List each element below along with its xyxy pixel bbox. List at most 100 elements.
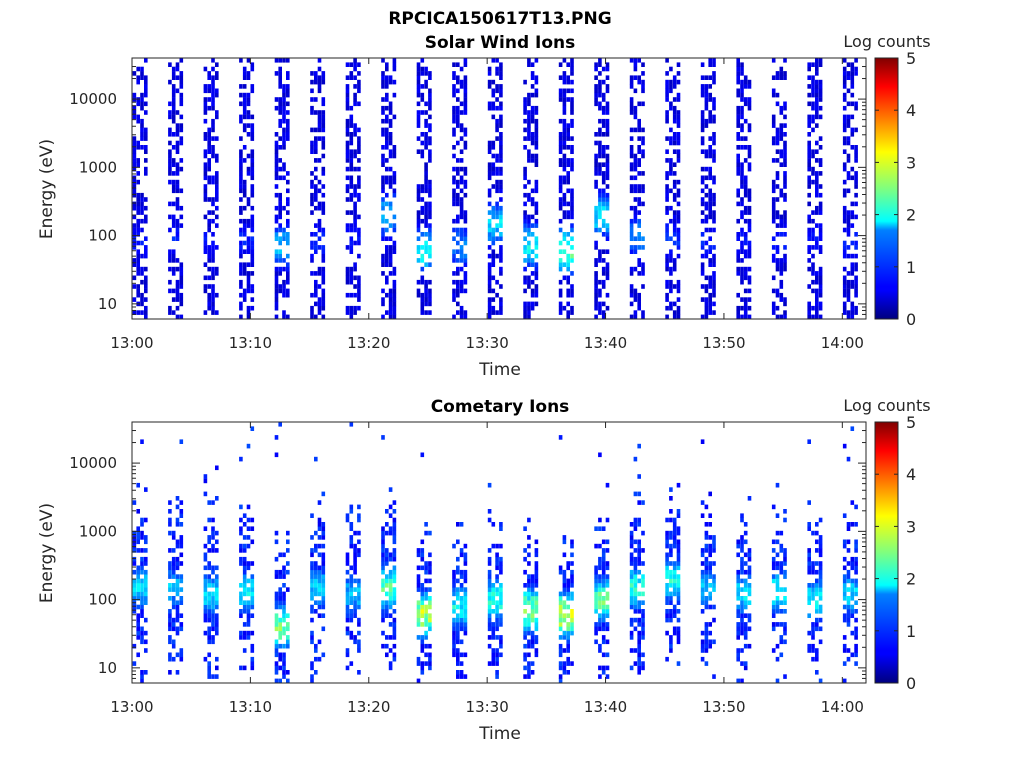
spectrogram-cell [598, 84, 602, 89]
spectrogram-cell [771, 310, 776, 315]
spectrogram-cell [771, 600, 776, 605]
spectrogram-cell [530, 587, 535, 592]
spectrogram-cell [310, 105, 314, 111]
spectrogram-cell [175, 522, 180, 527]
spectrogram-cell [250, 249, 255, 254]
spectrogram-cell [601, 583, 606, 588]
spectrogram-cell [700, 639, 705, 645]
spectrogram-cell [594, 75, 598, 80]
spectrogram-cell [818, 145, 823, 150]
spectrogram-cell [207, 517, 211, 523]
spectrogram-cell [850, 66, 855, 72]
spectrogram-cell [558, 145, 563, 150]
spectrogram-cell [250, 656, 255, 662]
spectrogram-cell [242, 127, 247, 133]
spectrogram-cell [712, 301, 716, 307]
spectrogram-cell [605, 158, 610, 163]
spectrogram-cell [712, 253, 716, 259]
spectrogram-cell [669, 127, 673, 133]
spectrogram-cell [605, 652, 610, 658]
spectrogram-cell [641, 500, 645, 505]
spectrogram-cell [783, 574, 787, 579]
spectrogram-cell [428, 622, 432, 627]
spectrogram-cell [629, 97, 634, 102]
spectrogram-cell [487, 66, 492, 72]
spectrogram-cell [499, 214, 503, 220]
spectrogram-cell [854, 175, 858, 181]
spectrogram-cell [527, 583, 531, 588]
spectrogram-cell [850, 310, 855, 315]
spectrogram-cell [179, 97, 184, 102]
spectrogram-cell [818, 539, 823, 545]
spectrogram-cell [353, 305, 357, 311]
spectrogram-cell [854, 288, 858, 294]
spectrogram-cell [530, 71, 535, 76]
spectrogram-cell [203, 232, 208, 237]
spectrogram-cell [239, 149, 243, 154]
spectrogram-cell [140, 266, 144, 272]
spectrogram-cell [594, 258, 598, 263]
spectrogram-cell [381, 162, 385, 167]
spectrogram-cell [665, 232, 669, 237]
x-axis-label-cometary: Time [478, 724, 521, 744]
spectrogram-cell [736, 648, 740, 653]
spectrogram-cell [854, 149, 858, 154]
spectrogram-cell [286, 179, 290, 185]
spectrogram-cell [771, 504, 776, 510]
spectrogram-cell [495, 253, 499, 259]
spectrogram-cell [171, 218, 176, 224]
spectrogram-cell [637, 118, 641, 124]
x-tick-label: 13:30 [466, 334, 509, 352]
spectrogram-cell [314, 97, 318, 102]
spectrogram-cell [598, 591, 602, 597]
spectrogram-cell [672, 210, 677, 215]
spectrogram-cell [456, 630, 460, 636]
spectrogram-cell [416, 552, 421, 558]
spectrogram-cell [239, 284, 243, 289]
spectrogram-cell [499, 245, 503, 250]
spectrogram-cell [136, 240, 140, 246]
spectrogram-cell [641, 310, 645, 315]
spectrogram-cell [842, 678, 847, 684]
spectrogram-cell [428, 656, 432, 662]
spectrogram-cell [499, 310, 503, 315]
spectrogram-cell [487, 79, 492, 85]
spectrogram-cell [246, 543, 251, 549]
spectrogram-cell [314, 188, 318, 194]
spectrogram-cell [349, 153, 354, 159]
spectrogram-cell [171, 110, 176, 115]
spectrogram-cell [665, 279, 669, 285]
spectrogram-cell [846, 292, 851, 298]
spectrogram-cell [345, 97, 350, 102]
spectrogram-cell [211, 123, 215, 128]
spectrogram-cell [641, 262, 645, 267]
spectrogram-cell [381, 556, 385, 562]
spectrogram-cell [456, 670, 460, 675]
spectrogram-cell [168, 266, 172, 272]
spectrogram-cell [250, 66, 255, 72]
spectrogram-cell [140, 201, 144, 207]
spectrogram-cell [594, 591, 598, 597]
spectrogram-cell [601, 271, 606, 276]
spectrogram-cell [566, 578, 570, 584]
spectrogram-cell [633, 114, 638, 120]
spectrogram-cell [388, 75, 393, 80]
spectrogram-cell [495, 543, 499, 549]
spectrogram-cell [527, 149, 531, 154]
spectrogram-cell [310, 574, 314, 579]
spectrogram-cell [704, 205, 709, 211]
spectrogram-cell [523, 674, 527, 679]
spectrogram-cell [807, 569, 811, 575]
spectrogram-cell [416, 245, 421, 250]
spectrogram-cell [456, 674, 460, 679]
spectrogram-cell [239, 166, 243, 172]
spectrogram-cell [637, 201, 641, 207]
spectrogram-cell [665, 262, 669, 267]
spectrogram-cell [736, 79, 740, 85]
spectrogram-cell [530, 279, 535, 285]
spectrogram-cell [310, 630, 314, 636]
spectrogram-cell [775, 587, 780, 592]
spectrogram-cell [811, 171, 815, 176]
spectrogram-cell [278, 192, 282, 198]
spectrogram-cell [452, 127, 456, 133]
